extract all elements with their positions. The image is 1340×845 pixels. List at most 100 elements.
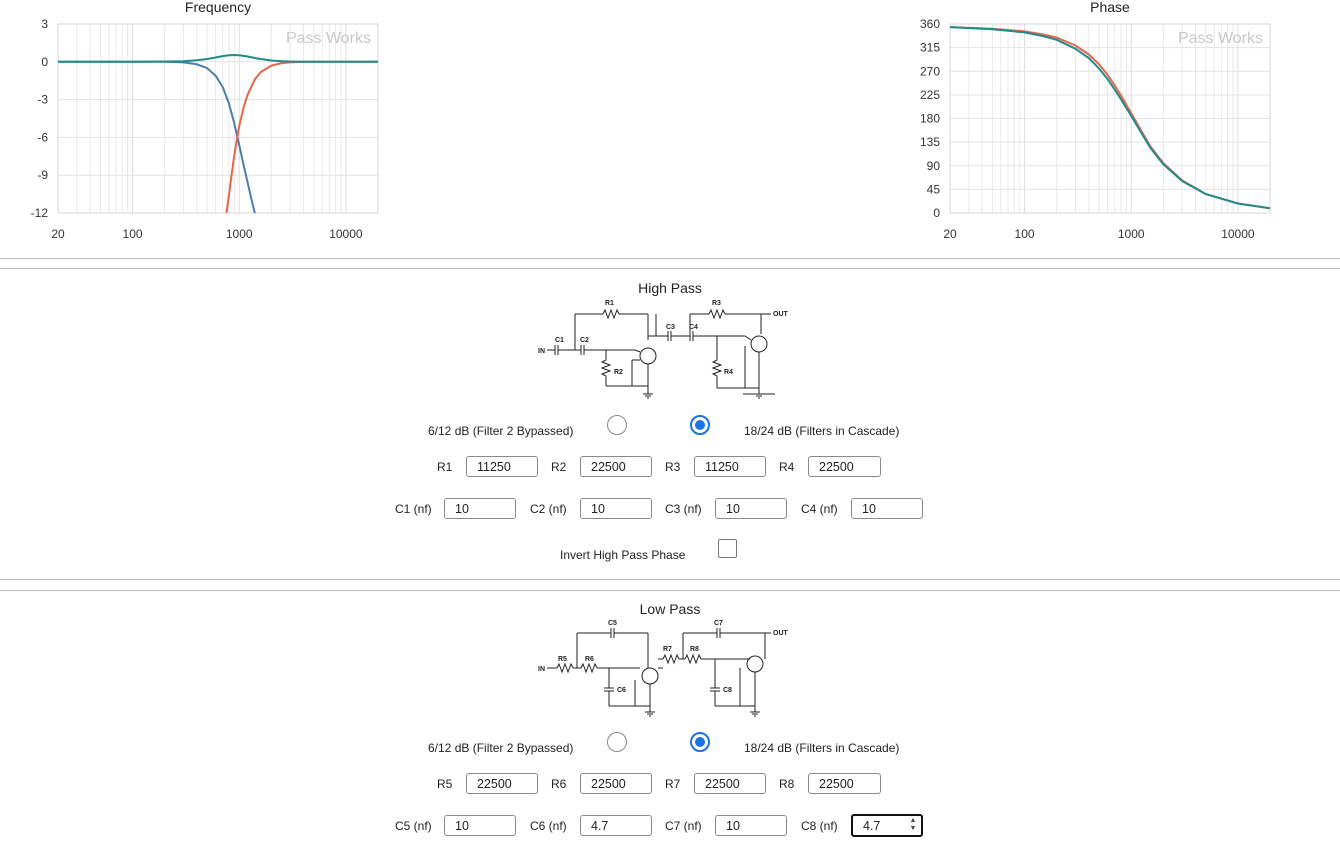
chart-grid: [57, 23, 379, 214]
divider: [0, 258, 1340, 259]
r7-label: R7: [665, 777, 681, 791]
x-tick-label: 20: [943, 227, 957, 241]
hp-bypassed-radio[interactable]: [607, 415, 627, 435]
plot-frame: [57, 23, 379, 214]
x-tick-label: 1000: [226, 227, 253, 241]
c6-label: C6 (nf): [530, 819, 567, 833]
low-pass-schematic: IN OUT R5 R6 R7 R8 C5 C6 C7 C8: [538, 620, 789, 717]
c7-label: C7 (nf): [665, 819, 702, 833]
chart-title: Phase: [1090, 0, 1130, 15]
divider: [0, 268, 1340, 269]
schem-label: R5: [558, 656, 567, 663]
frequency-chart: 3 0 -3 -6 -9 -12 20 100 1000 10000 Frequency Pass W…: [0, 0, 400, 250]
c3-input[interactable]: [715, 498, 787, 519]
r6-label: R6: [551, 777, 567, 791]
high-pass-schematic: IN OUT R1 R2 R3 R4 C1 C2 C3 C4: [538, 300, 789, 399]
lp-bypassed-radio[interactable]: [607, 732, 627, 752]
schem-label: IN: [538, 348, 545, 355]
c3-label: C3 (nf): [665, 502, 702, 516]
y-tick-label: 0: [41, 55, 48, 69]
y-tick-label: -9: [37, 168, 48, 182]
schem-label: OUT: [773, 630, 789, 637]
y-tick-label: -6: [37, 130, 48, 144]
lp-cascade-label: 18/24 dB (Filters in Cascade): [744, 741, 900, 755]
c8-label: C8 (nf): [801, 819, 838, 833]
r8-label: R8: [779, 777, 795, 791]
schem-label: OUT: [773, 311, 789, 318]
schem-label: C1: [555, 337, 564, 344]
high-pass-title: High Pass: [638, 280, 702, 296]
schem-label: C5: [608, 620, 617, 627]
invert-phase-checkbox[interactable]: [718, 539, 737, 558]
r3-label: R3: [665, 460, 681, 474]
c2-input[interactable]: [580, 498, 652, 519]
y-tick-label: 225: [920, 88, 940, 102]
schem-label: R2: [614, 369, 623, 376]
r7-input[interactable]: [694, 773, 766, 794]
r4-input[interactable]: [808, 456, 881, 477]
y-tick-label: -12: [31, 206, 49, 220]
invert-phase-label: Invert High Pass Phase: [560, 548, 686, 562]
c6-input[interactable]: [580, 815, 652, 836]
lp-cascade-radio[interactable]: [690, 732, 710, 752]
hp-bypassed-label: 6/12 dB (Filter 2 Bypassed): [428, 424, 574, 438]
schem-label: R7: [663, 646, 672, 653]
schem-label: R4: [724, 369, 733, 376]
schem-label: C8: [723, 687, 732, 694]
series-line-0: [950, 26, 1270, 210]
y-tick-label: 180: [920, 112, 940, 126]
series-line-2: [58, 54, 378, 63]
c1-input[interactable]: [444, 498, 516, 519]
y-tick-label: -3: [37, 93, 48, 107]
hp-cascade-label: 18/24 dB (Filters in Cascade): [744, 424, 900, 438]
r3-input[interactable]: [694, 456, 766, 477]
r1-label: R1: [437, 460, 453, 474]
schem-label: C7: [714, 620, 723, 627]
x-tick-label: 100: [1015, 227, 1035, 241]
y-tick-label: 135: [920, 135, 940, 149]
stepper-arrows-icon[interactable]: ▲ ▼: [909, 817, 917, 832]
c5-input[interactable]: [444, 815, 516, 836]
r1-input[interactable]: [466, 456, 538, 477]
r2-input[interactable]: [580, 456, 652, 477]
y-tick-label: 45: [927, 182, 941, 196]
x-tick-label: 100: [123, 227, 143, 241]
x-tick-label: 20: [51, 227, 65, 241]
lp-bypassed-label: 6/12 dB (Filter 2 Bypassed): [428, 741, 574, 755]
divider: [0, 579, 1340, 580]
schem-label: C3: [666, 324, 675, 331]
y-tick-label: 3: [41, 17, 48, 31]
x-tick-label: 1000: [1118, 227, 1145, 241]
schem-label: C2: [580, 337, 589, 344]
c4-input[interactable]: [851, 498, 923, 519]
watermark: Pass Works: [286, 30, 371, 47]
y-tick-label: 360: [920, 17, 940, 31]
c2-label: C2 (nf): [530, 502, 567, 516]
c4-label: C4 (nf): [801, 502, 838, 516]
c1-label: C1 (nf): [395, 502, 432, 516]
schem-label: C4: [689, 324, 698, 331]
divider: [0, 590, 1340, 591]
x-tick-label: 10000: [329, 227, 363, 241]
r2-label: R2: [551, 460, 567, 474]
c8-input[interactable]: [851, 814, 923, 837]
x-tick-label: 10000: [1221, 227, 1255, 241]
schem-label: C6: [617, 687, 626, 694]
y-tick-label: 270: [920, 64, 940, 78]
schem-label: R3: [712, 300, 721, 307]
y-tick-label: 0: [933, 206, 940, 220]
c5-label: C5 (nf): [395, 819, 432, 833]
r5-input[interactable]: [466, 773, 538, 794]
plot-frame: [949, 23, 1271, 214]
y-tick-label: 90: [927, 159, 941, 173]
r4-label: R4: [779, 460, 795, 474]
phase-chart: 360 315 270 225 180 135 90 45 0 20 100 1000 10000 Pha…: [900, 0, 1300, 250]
r6-input[interactable]: [580, 773, 652, 794]
c7-input[interactable]: [715, 815, 787, 836]
hp-cascade-radio[interactable]: [690, 415, 710, 435]
y-tick-label: 315: [920, 41, 940, 55]
schem-label: R6: [585, 656, 594, 663]
r8-input[interactable]: [808, 773, 881, 794]
watermark: Pass Works: [1178, 30, 1263, 47]
low-pass-title: Low Pass: [639, 601, 701, 617]
